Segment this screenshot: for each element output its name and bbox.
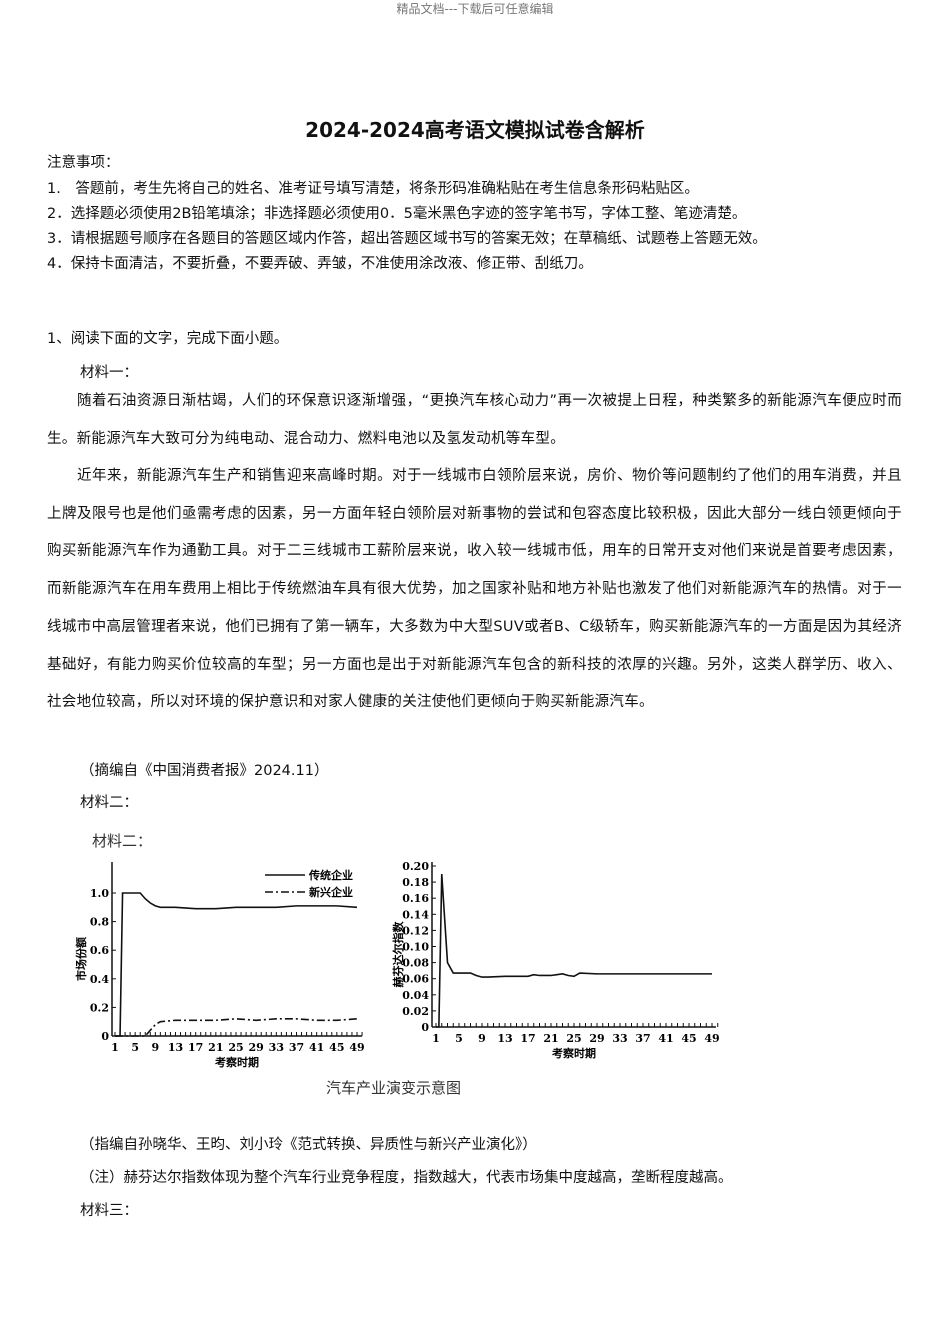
material3-label: 材料三： — [80, 1203, 138, 1219]
y-axis-label: 赫芬达尔指数 — [391, 921, 405, 988]
x-tick-label: 17 — [520, 1032, 535, 1045]
figure-caption: 汽车产业演变示意图 — [326, 1079, 462, 1097]
material2-label: 材料二： — [80, 795, 138, 811]
material1-label: 材料一： — [80, 365, 138, 381]
x-tick-label: 37 — [635, 1032, 650, 1045]
y-tick-label: 0.10 — [402, 941, 429, 954]
notice-item: 3．请根据题号顺序在各题目的答题区域内作答，超出答题区域书写的答案无效；在草稿纸… — [47, 231, 767, 247]
y-tick-label: 0.14 — [402, 908, 429, 921]
x-tick-label: 29 — [589, 1032, 604, 1045]
x-tick-label: 45 — [329, 1041, 344, 1054]
x-tick-label: 21 — [208, 1041, 223, 1054]
y-tick-label: 0.8 — [90, 916, 109, 929]
x-tick-label: 41 — [309, 1041, 324, 1054]
x-axis-label: 考察时期 — [552, 1046, 596, 1060]
page-title: 2024-2024高考语文模拟试卷含解析 — [305, 118, 645, 142]
x-tick-label: 25 — [566, 1032, 581, 1045]
paragraph-1: 随着石油资源日渐枯竭，人们的环保意识逐渐增强，“更换汽车核心动力”再一次被提上日… — [47, 393, 902, 447]
question-stem: 1、阅读下面的文字，完成下面小题。 — [47, 331, 289, 347]
x-tick-label: 49 — [704, 1032, 719, 1045]
x-tick-label: 33 — [269, 1041, 284, 1054]
x-tick-label: 1 — [432, 1032, 440, 1045]
x-tick-label: 29 — [249, 1041, 264, 1054]
x-tick-label: 49 — [349, 1041, 364, 1054]
y-tick-label: 0.06 — [402, 973, 429, 986]
notice-item: 4．保持卡面清洁，不要折叠，不要弄破、弄皱，不准使用涂改液、修正带、刮纸刀。 — [47, 256, 593, 272]
y-tick-label: 0 — [101, 1030, 109, 1043]
source-1: （摘编自《中国消费者报》2024.11） — [80, 763, 329, 779]
figure-inner-label: 材料二： — [92, 832, 153, 850]
series-line-1 — [436, 873, 712, 1028]
x-tick-label: 9 — [478, 1032, 486, 1045]
x-tick-label: 37 — [289, 1041, 304, 1054]
y-tick-label: 0.02 — [402, 1005, 429, 1018]
y-tick-label: 0.04 — [402, 989, 429, 1002]
y-axis-label: 市场份额 — [74, 937, 88, 981]
source-2: （指编自孙晓华、王昀、刘小玲《范式转换、异质性与新兴产业演化》） — [80, 1137, 537, 1153]
x-tick-label: 5 — [131, 1041, 139, 1054]
y-tick-label: 0.4 — [90, 973, 109, 986]
legend-label: 传统企业 — [308, 868, 353, 882]
y-tick-label: 0.18 — [402, 876, 429, 889]
x-tick-label: 17 — [188, 1041, 203, 1054]
x-tick-label: 45 — [681, 1032, 696, 1045]
paragraph-2: 近年来，新能源汽车生产和销售迎来高峰时期。对于一线城市白领阶层来说，房价、物价等… — [47, 468, 902, 711]
y-tick-label: 0.20 — [402, 860, 429, 873]
x-tick-label: 5 — [455, 1032, 463, 1045]
x-tick-label: 33 — [612, 1032, 627, 1045]
series-line-1 — [115, 892, 358, 1037]
y-tick-label: 0.6 — [90, 944, 109, 957]
x-tick-label: 25 — [228, 1041, 243, 1054]
x-tick-label: 13 — [168, 1041, 183, 1054]
y-tick-label: 0.2 — [90, 1001, 109, 1014]
y-tick-label: 0.08 — [402, 957, 429, 970]
x-axis-label: 考察时期 — [215, 1055, 259, 1069]
x-tick-label: 9 — [152, 1041, 160, 1054]
x-tick-label: 41 — [658, 1032, 673, 1045]
y-tick-label: 1.0 — [90, 887, 109, 900]
x-tick-label: 21 — [543, 1032, 558, 1045]
x-tick-label: 13 — [497, 1032, 512, 1045]
y-tick-label: 0.12 — [402, 924, 429, 937]
notice-item: 1. 答题前，考生先将自己的姓名、准考证号填写清楚，将条形码准确粘贴在考生信息条… — [47, 181, 699, 197]
y-tick-label: 0 — [421, 1021, 429, 1034]
notice-heading: 注意事项： — [47, 155, 120, 171]
watermark: 精品文档---下载后可任意编辑 — [396, 2, 554, 16]
y-tick-label: 0.16 — [402, 892, 429, 905]
x-tick-label: 1 — [111, 1041, 119, 1054]
notice-item: 2．选择题必须使用2B铅笔填涂；非选择题必须使用0．5毫米黑色字迹的签字笔书写，… — [47, 206, 747, 222]
note: （注）赫芬达尔指数体现为整个汽车行业竞争程度，指数越大，代表市场集中度越高，垄断… — [80, 1170, 733, 1186]
legend-label: 新兴企业 — [309, 885, 353, 899]
